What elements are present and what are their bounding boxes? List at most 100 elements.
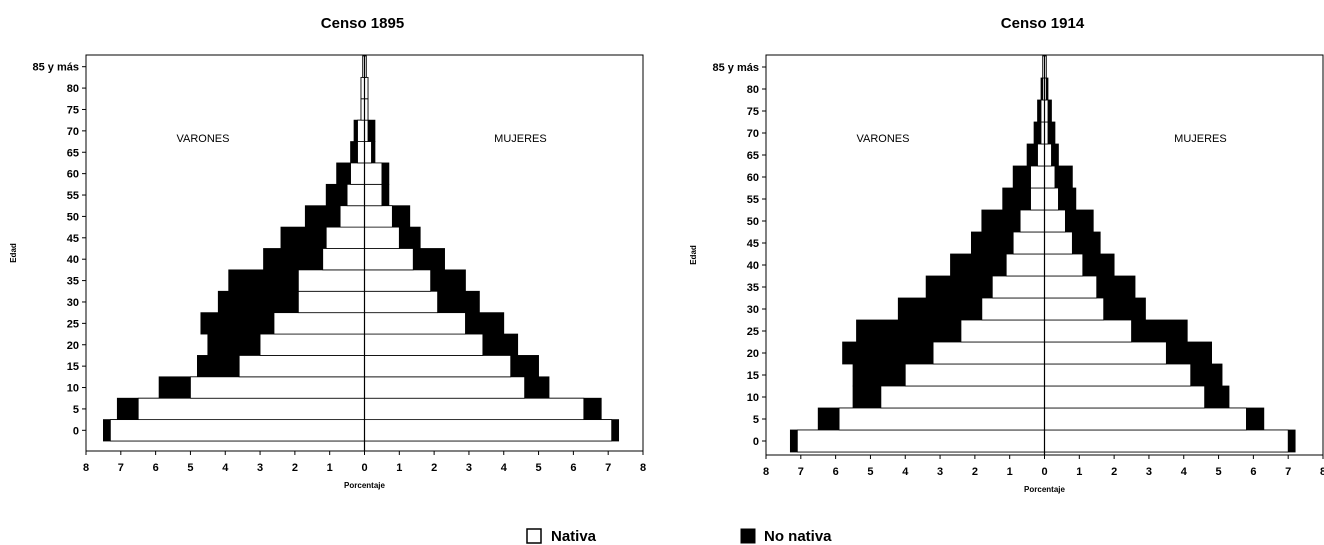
y-tick-label-9: 45 — [67, 233, 79, 245]
bar-mujeres-nativa-8 — [1044, 253, 1084, 277]
y-tick-label-2: 10 — [67, 383, 79, 395]
x-tick-label-7: 1 — [1007, 466, 1013, 478]
x-tick-label-11: 3 — [466, 462, 472, 474]
y-tick-label-12: 60 — [67, 169, 79, 181]
bar-varones-nativa-12 — [350, 162, 365, 185]
bar-mujeres-nativa-11 — [364, 183, 383, 207]
side-label-mujeres: MUJERES — [494, 133, 547, 145]
y-tick-label-8: 40 — [67, 254, 79, 266]
y-tick-label-5: 25 — [747, 326, 759, 338]
x-tick-label-11: 3 — [1146, 466, 1152, 478]
bar-mujeres-nativa-12 — [364, 162, 383, 185]
x-tick-label-5: 3 — [937, 466, 943, 478]
bar-varones-nativa-1 — [838, 407, 1045, 431]
x-tick-label-3: 5 — [187, 462, 193, 474]
x-tick-label-6: 2 — [972, 466, 978, 478]
y-tick-label-3: 15 — [747, 370, 759, 382]
bar-mujeres-nativa-11 — [1044, 187, 1059, 211]
bar-varones-nativa-11 — [346, 183, 365, 207]
x-tick-label-12: 4 — [501, 462, 508, 474]
side-label-mujeres: MUJERES — [1174, 133, 1227, 145]
bar-mujeres-nativa-6 — [364, 290, 439, 314]
bar-mujeres-nativa-3 — [364, 355, 512, 378]
bar-varones-nativa-1 — [137, 397, 365, 421]
x-tick-label-13: 5 — [536, 462, 542, 474]
x-tick-label-14: 6 — [1250, 466, 1256, 478]
bar-varones-nativa-2 — [880, 385, 1045, 409]
y-axis-label: Edad — [9, 243, 18, 263]
x-tick-label-1: 7 — [798, 466, 804, 478]
x-tick-label-9: 1 — [396, 462, 402, 474]
bar-mujeres-nativa-2 — [1044, 385, 1206, 409]
x-tick-label-16: 8 — [1320, 466, 1324, 478]
y-tick-label-6: 30 — [67, 297, 79, 309]
bar-varones-nativa-10 — [1019, 209, 1045, 233]
y-tick-label-1: 5 — [73, 404, 79, 416]
bar-mujeres-nativa-10 — [364, 205, 393, 228]
y-tick-label-6: 30 — [747, 304, 759, 316]
y-tick-label-12: 60 — [747, 172, 759, 184]
y-tick-label-5: 25 — [67, 318, 79, 330]
y-tick-label-0: 0 — [753, 436, 759, 448]
bar-mujeres-nativa-0 — [1044, 429, 1289, 453]
y-tick-label-13: 65 — [67, 147, 79, 159]
bar-varones-nativa-9 — [1012, 231, 1045, 255]
x-tick-label-1: 7 — [118, 462, 124, 474]
side-label-varones: VARONES — [856, 133, 909, 145]
y-tick-label-16: 80 — [67, 83, 79, 95]
y-tick-label-2: 10 — [747, 392, 759, 404]
bar-varones-nativa-13 — [357, 141, 365, 164]
y-tick-label-11: 55 — [67, 190, 79, 202]
y-tick-label-17: 85 y más — [33, 62, 79, 74]
legend-swatch-no-nativa — [740, 528, 756, 544]
bar-varones-nativa-8 — [322, 248, 365, 271]
x-axis-label: Porcentaje — [1024, 485, 1065, 494]
bar-varones-nativa-0 — [109, 419, 365, 442]
y-tick-label-7: 35 — [747, 282, 759, 294]
y-tick-label-16: 80 — [747, 84, 759, 96]
x-tick-label-8: 0 — [361, 462, 367, 474]
bar-mujeres-nativa-1 — [1044, 407, 1247, 431]
y-tick-label-10: 50 — [747, 216, 759, 228]
bar-varones-nativa-12 — [1030, 165, 1045, 189]
y-tick-label-4: 20 — [67, 340, 79, 352]
x-tick-label-10: 2 — [1111, 466, 1117, 478]
y-tick-label-4: 20 — [747, 348, 759, 360]
y-tick-label-10: 50 — [67, 211, 79, 223]
x-tick-label-4: 4 — [222, 462, 229, 474]
y-tick-label-8: 40 — [747, 260, 759, 272]
x-tick-label-8: 0 — [1041, 466, 1047, 478]
bar-mujeres-nativa-2 — [364, 376, 526, 399]
bar-varones-nativa-7 — [297, 269, 365, 292]
bar-varones-nativa-5 — [273, 312, 365, 335]
y-tick-label-14: 70 — [747, 128, 759, 140]
x-tick-label-15: 7 — [1285, 466, 1291, 478]
pyramid-censo-1895: 8 7 6 5 4 3 2 1 0 1 2 3 4 5 6 7 805101520253035404550556… — [9, 15, 646, 490]
x-tick-label-16: 8 — [640, 462, 646, 474]
bar-mujeres-nativa-10 — [1044, 209, 1066, 233]
bar-varones-nativa-3 — [904, 363, 1045, 387]
bar-mujeres-nativa-3 — [1044, 363, 1192, 387]
y-tick-label-13: 65 — [747, 150, 759, 162]
x-tick-label-6: 2 — [292, 462, 298, 474]
bar-varones-nativa-4 — [259, 333, 365, 356]
y-tick-label-7: 35 — [67, 276, 79, 288]
legend-label-nativa: Nativa — [551, 528, 597, 545]
chart-title: Censo 1895 — [321, 15, 404, 32]
x-tick-label-12: 4 — [1181, 466, 1188, 478]
bar-varones-nativa-11 — [1030, 187, 1045, 211]
bar-varones-nativa-2 — [190, 376, 365, 399]
x-tick-label-2: 6 — [153, 462, 159, 474]
x-tick-label-10: 2 — [431, 462, 437, 474]
bar-mujeres-nativa-9 — [364, 226, 400, 249]
bar-varones-nativa-14 — [357, 119, 365, 142]
bar-mujeres-nativa-13 — [364, 141, 372, 164]
x-axis-label: Porcentaje — [344, 481, 385, 490]
y-tick-label-9: 45 — [747, 238, 759, 250]
x-tick-label-2: 6 — [833, 466, 839, 478]
bar-mujeres-nativa-0 — [364, 419, 613, 442]
x-tick-label-5: 3 — [257, 462, 263, 474]
y-tick-label-14: 70 — [67, 126, 79, 138]
bar-mujeres-nativa-7 — [1044, 275, 1098, 299]
x-tick-label-4: 4 — [902, 466, 909, 478]
